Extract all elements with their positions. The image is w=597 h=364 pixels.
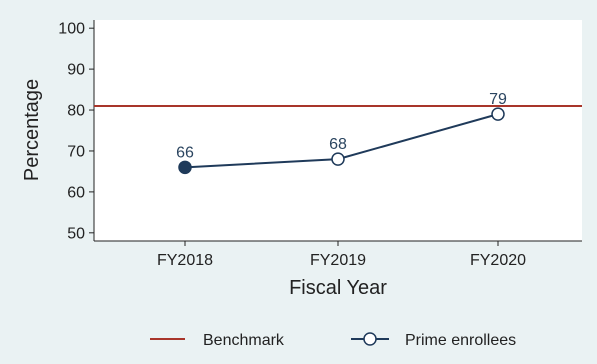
y-tick-label: 60: [67, 184, 85, 201]
data-label: 68: [329, 136, 347, 153]
y-tick-label: 70: [67, 143, 85, 160]
data-point: [178, 160, 192, 175]
y-tick-label: 50: [67, 225, 85, 242]
plot-area: [94, 20, 582, 241]
y-tick-label: 90: [67, 62, 85, 79]
data-label: 66: [176, 144, 194, 161]
x-tick-label: FY2019: [310, 252, 366, 269]
y-axis-ticks: 50 60 70 80 90 100: [58, 21, 94, 242]
x-axis-ticks: FY2018 FY2019 FY2020: [157, 241, 526, 269]
legend-series-label: Prime enrollees: [405, 332, 516, 349]
legend-benchmark-label: Benchmark: [203, 332, 285, 349]
series-prime-enrollees: 66 68 79: [176, 91, 507, 175]
x-tick-label: FY2018: [157, 252, 213, 269]
data-point: [331, 152, 345, 166]
legend: Benchmark Prime enrollees: [150, 332, 516, 349]
x-axis-title: Fiscal Year: [289, 277, 387, 299]
y-tick-label: 80: [67, 103, 85, 120]
x-tick-label: FY2020: [470, 252, 526, 269]
data-label: 79: [489, 91, 507, 108]
y-axis-title: Percentage: [21, 79, 43, 181]
y-tick-label: 100: [58, 21, 85, 38]
data-point: [491, 107, 505, 121]
legend-series-marker: [363, 332, 377, 346]
